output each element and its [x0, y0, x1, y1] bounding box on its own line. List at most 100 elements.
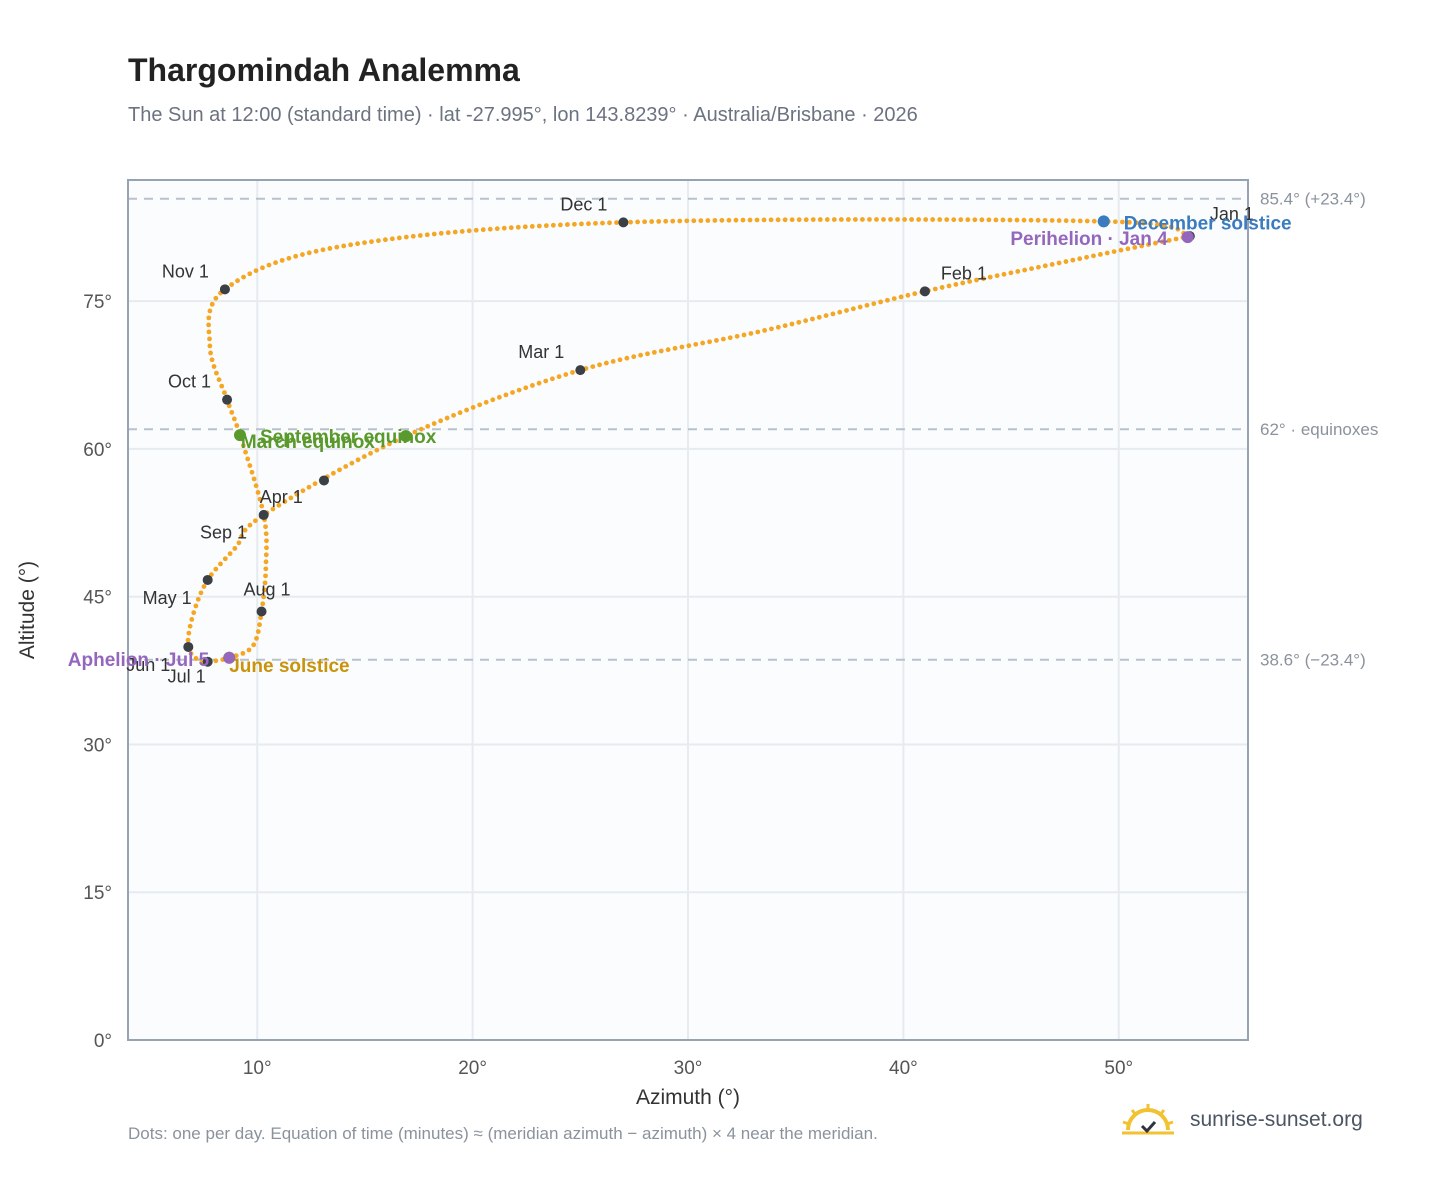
analemma-day-dot — [850, 306, 856, 312]
analemma-day-dot — [257, 622, 262, 628]
reference-line-label: 85.4° (+23.4°) — [1260, 190, 1366, 209]
analemma-day-dot — [279, 257, 285, 263]
analemma-day-dot — [782, 217, 788, 223]
event-label-perihelion-jan-4: Perihelion · Jan 4 — [1010, 229, 1168, 250]
analemma-day-dot — [923, 217, 929, 222]
analemma-day-dot — [234, 423, 240, 428]
analemma-day-dot — [361, 454, 367, 459]
analemma-day-dot — [195, 596, 201, 602]
analemma-day-dot — [380, 444, 386, 450]
analemma-day-dot — [536, 223, 542, 229]
analemma-day-dot — [838, 217, 844, 222]
analemma-day-dot — [803, 318, 809, 324]
analemma-day-dot — [831, 217, 837, 222]
month-label-feb-1: Feb 1 — [941, 263, 987, 283]
analemma-day-dot — [1139, 243, 1145, 249]
analemma-day-dot — [824, 217, 830, 222]
analemma-day-dot — [1134, 220, 1139, 226]
analemma-day-dot — [1063, 218, 1069, 224]
analemma-day-dot — [762, 328, 768, 333]
analemma-day-dot — [693, 341, 699, 347]
event-marker-aphelion-jul-5 — [223, 651, 236, 664]
analemma-day-dot — [251, 642, 257, 648]
analemma-day-dot — [946, 283, 952, 289]
analemma-day-dot — [216, 377, 222, 383]
analemma-day-dot — [236, 540, 242, 546]
analemma-day-dot — [193, 603, 199, 609]
analemma-day-dot — [638, 352, 644, 358]
analemma-day-dot — [994, 273, 1000, 279]
month-marker — [256, 606, 267, 617]
analemma-day-dot — [424, 232, 430, 238]
analemma-day-dot — [251, 476, 257, 482]
analemma-day-dot — [1119, 219, 1125, 225]
analemma-day-dot — [451, 412, 456, 418]
analemma-day-dot — [726, 217, 732, 223]
analemma-day-dot — [895, 217, 900, 222]
analemma-day-dot — [213, 566, 219, 572]
brand[interactable]: sunrise-sunset.org — [1120, 1102, 1363, 1138]
analemma-day-dot — [229, 282, 235, 287]
analemma-day-dot — [960, 280, 966, 286]
analemma-day-dot — [891, 296, 897, 301]
y-tick-label: 30° — [83, 735, 112, 756]
analemma-day-dot — [817, 217, 823, 222]
analemma-day-dot — [376, 238, 381, 244]
analemma-day-dot — [232, 546, 238, 551]
event-label-december-solstice: December solstice — [1124, 213, 1292, 234]
analemma-day-dot — [796, 217, 802, 223]
analemma-day-dot — [556, 374, 562, 380]
analemma-day-dot — [1014, 217, 1020, 223]
analemma-day-dot — [1070, 257, 1076, 263]
analemma-day-dot — [438, 230, 444, 236]
analemma-day-dot — [337, 467, 342, 473]
analemma-day-dot — [912, 291, 918, 297]
analemma-day-dot — [300, 252, 305, 257]
analemma-day-dot — [905, 292, 911, 298]
analemma-day-dot — [330, 470, 336, 476]
analemma-day-dot — [1153, 240, 1158, 246]
analemma-day-dot — [327, 246, 333, 251]
month-marker — [258, 509, 269, 520]
analemma-day-dot — [510, 390, 515, 395]
month-marker — [202, 656, 213, 667]
month-marker — [575, 365, 586, 376]
event-label-september-equinox: September equinox — [260, 427, 437, 448]
analemma-day-dot — [803, 217, 809, 223]
analemma-day-dot — [810, 217, 816, 223]
analemma-day-dot — [206, 329, 212, 335]
analemma-day-dot — [1091, 218, 1097, 224]
analemma-day-dot — [293, 253, 299, 259]
analemma-day-dot — [712, 218, 718, 223]
analemma-day-dot — [255, 490, 261, 495]
analemma-day-dot — [1022, 267, 1028, 273]
analemma-day-dot — [698, 218, 704, 224]
analemma-day-dot — [263, 559, 269, 565]
analemma-day-dot — [243, 449, 248, 455]
analemma-day-dot — [214, 370, 219, 376]
analemma-day-dot — [733, 217, 739, 223]
analemma-day-dot — [597, 362, 602, 368]
analemma-day-dot — [487, 226, 493, 232]
analemma-day-dot — [257, 496, 263, 502]
analemma-day-dot — [276, 502, 282, 508]
analemma-day-dot — [987, 274, 993, 280]
analemma-day-dot — [1168, 224, 1174, 230]
analemma-day-dot — [1161, 223, 1167, 229]
analemma-day-dot — [1077, 256, 1083, 262]
analemma-day-dot — [300, 488, 306, 494]
analemma-day-dot — [974, 277, 979, 283]
month-label-may-1: May 1 — [143, 588, 192, 608]
brand-name[interactable]: sunrise-sunset.org — [1190, 1108, 1363, 1131]
analemma-day-dot — [530, 383, 535, 388]
analemma-day-dot — [916, 217, 922, 222]
analemma-day-dot — [734, 333, 740, 339]
analemma-day-dot — [247, 463, 253, 468]
analemma-day-dot — [262, 580, 268, 586]
analemma-day-dot — [470, 405, 476, 410]
analemma-day-dot — [1028, 217, 1034, 223]
analemma-day-dot — [656, 219, 662, 224]
analemma-day-dot — [700, 340, 706, 346]
event-marker-march-equinox — [399, 430, 412, 443]
analemma-day-dot — [522, 224, 528, 230]
